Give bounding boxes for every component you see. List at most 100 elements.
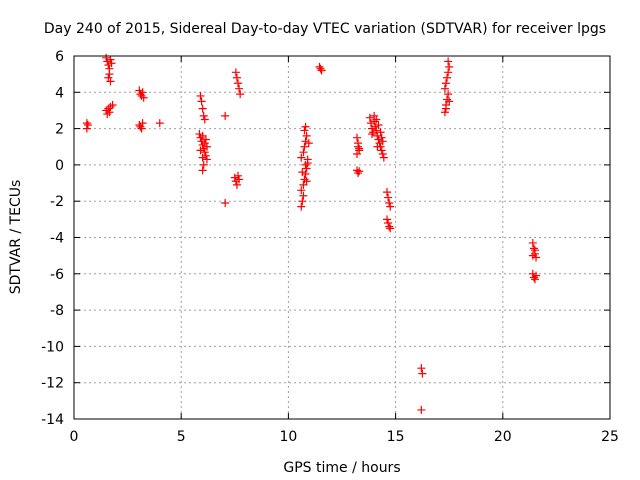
data-point (316, 64, 325, 73)
x-axis-label: GPS time / hours (283, 460, 400, 476)
data-point (440, 108, 449, 117)
data-point (444, 90, 453, 99)
data-point (106, 102, 115, 111)
y-tick-label: 6 (55, 49, 64, 65)
data-point (365, 113, 374, 122)
data-point (443, 95, 452, 104)
data-point (303, 155, 312, 164)
data-point (376, 128, 385, 137)
data-point (355, 146, 364, 155)
data-point (298, 168, 307, 177)
data-point (107, 59, 116, 68)
data-point (441, 79, 450, 88)
data-point (297, 202, 306, 211)
x-tick-label: 25 (601, 429, 619, 445)
grid (74, 56, 610, 419)
data-point (417, 364, 426, 373)
data-point (232, 73, 241, 82)
data-point (221, 199, 230, 208)
data-point (444, 57, 453, 66)
data-point (200, 148, 209, 157)
data-point (196, 91, 205, 100)
data-point (317, 66, 326, 75)
data-point (232, 180, 241, 189)
data-point (300, 126, 309, 135)
data-point (138, 119, 147, 128)
x-tick-label: 5 (177, 429, 186, 445)
data-point (299, 148, 308, 157)
y-axis-label: SDTVAR / TECUs (8, 180, 24, 295)
data-point (201, 135, 210, 144)
y-tick-label: 0 (55, 158, 64, 174)
data-point (301, 122, 310, 131)
data-point (353, 150, 362, 159)
data-point (379, 153, 388, 162)
data-point (528, 238, 537, 247)
data-point (199, 160, 208, 169)
data-point (372, 115, 381, 124)
data-point (103, 110, 112, 119)
data-point (383, 215, 392, 224)
data-point (104, 73, 113, 82)
data-point (106, 77, 115, 86)
data-point (199, 111, 208, 120)
data-point (298, 197, 307, 206)
data-point (353, 133, 362, 142)
data-point (529, 273, 538, 282)
data-point (445, 97, 454, 106)
y-tick-label: -6 (50, 267, 64, 283)
data-points (82, 53, 541, 414)
data-point (373, 142, 382, 151)
data-point (83, 120, 92, 129)
data-point (370, 111, 379, 120)
data-point (196, 146, 205, 155)
data-point (372, 126, 381, 135)
data-point (198, 166, 207, 175)
data-point (198, 153, 207, 162)
data-point (139, 93, 148, 102)
data-point (299, 191, 308, 200)
data-point (383, 188, 392, 197)
data-point (301, 160, 310, 169)
data-point (102, 53, 111, 62)
data-point (235, 84, 244, 93)
y-tick-label: 2 (55, 122, 64, 138)
data-point (386, 202, 395, 211)
data-point (368, 130, 377, 139)
data-point (300, 142, 309, 151)
data-point (354, 142, 363, 151)
y-tick-label: 4 (55, 85, 64, 101)
data-point (530, 246, 539, 255)
data-point (198, 104, 207, 113)
data-point (234, 79, 243, 88)
x-tick-label: 15 (387, 429, 405, 445)
data-point (374, 120, 383, 129)
data-point (378, 137, 387, 146)
data-point (354, 169, 363, 178)
data-point (234, 171, 243, 180)
data-point (137, 124, 146, 133)
data-point (236, 90, 245, 99)
data-point (138, 88, 147, 97)
data-point (302, 131, 311, 140)
x-tick-label: 20 (494, 429, 512, 445)
y-tick-label: -4 (50, 231, 64, 247)
data-point (202, 142, 211, 151)
data-point (528, 251, 537, 260)
data-point (377, 133, 386, 142)
data-point (302, 164, 311, 173)
axis-ticks: 0 5 10 15 20 25 -14 -12 -10 -8 -6 -4 -2 0 2 4 6 (41, 49, 619, 445)
data-point (378, 150, 387, 159)
data-point (315, 62, 324, 71)
data-point (82, 124, 91, 133)
data-point (443, 73, 452, 82)
data-point (197, 97, 206, 106)
data-point (300, 175, 309, 184)
data-point (440, 84, 449, 93)
data-point (231, 68, 240, 77)
data-point (384, 218, 393, 227)
data-point (106, 55, 115, 64)
data-point (202, 155, 211, 164)
data-point (302, 177, 311, 186)
x-tick-label: 10 (279, 429, 297, 445)
